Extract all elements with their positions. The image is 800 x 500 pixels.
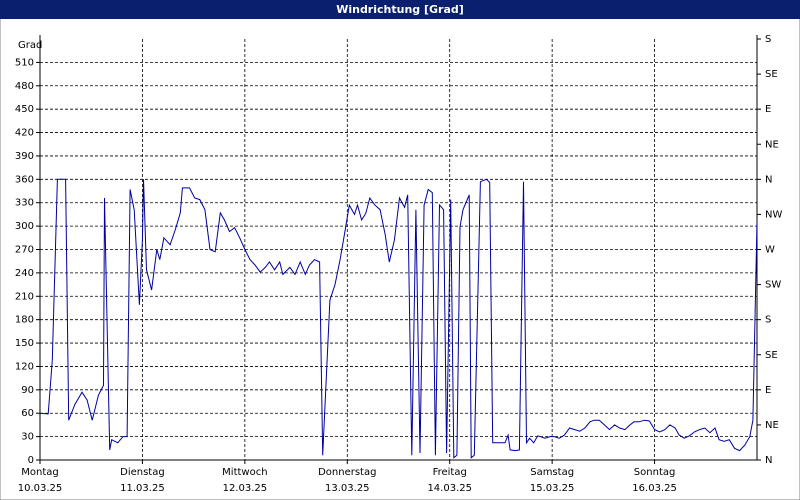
y-tick-label: 180 [15, 315, 34, 326]
x-tick-label: Montag [21, 467, 58, 478]
data-line [39, 178, 758, 459]
y2-tick-label: S [765, 315, 771, 326]
y2-tick-label: SE [765, 350, 778, 361]
y-tick-label: 510 [15, 57, 34, 68]
y-tick-label: 240 [15, 268, 34, 279]
y-tick-label: 330 [15, 198, 34, 209]
y2-tick-label: E [765, 385, 771, 396]
y-tick-label: 300 [15, 221, 34, 232]
y2-tick-label: W [765, 245, 775, 256]
y-tick-label: 270 [15, 245, 34, 256]
x-tick-label: Freitag [433, 467, 467, 478]
y-tick-label: 120 [15, 361, 34, 372]
x-tick-label: Dienstag [120, 467, 165, 478]
x-tick-label: 12.03.25 [223, 483, 268, 494]
y2-tick-label: NE [765, 139, 779, 150]
x-tick-label: 13.03.25 [325, 483, 370, 494]
x-tick-label: Donnerstag [318, 467, 376, 478]
y2-tick-label: S [765, 34, 771, 45]
y2-tick-label: NE [765, 420, 779, 431]
y-tick-label: 480 [15, 81, 34, 92]
y2-tick-label: N [765, 455, 772, 466]
y-tick-label: 60 [21, 408, 34, 419]
y-tick-label: 450 [15, 104, 34, 115]
x-tick-label: Sonntag [634, 467, 676, 478]
chart-title: Windrichtung [Grad] [336, 3, 464, 16]
y-tick-label: 420 [15, 128, 34, 139]
y-axis-label: Grad [18, 40, 42, 51]
x-tick-label: 10.03.25 [18, 483, 63, 494]
y2-tick-label: E [765, 104, 771, 115]
y-tick-label: 150 [15, 338, 34, 349]
x-tick-label: 11.03.25 [120, 483, 165, 494]
y2-tick-label: SE [765, 69, 778, 80]
x-tick-label: Samstag [530, 467, 574, 478]
x-tick-label: 15.03.25 [530, 483, 575, 494]
y-tick-label: 30 [21, 432, 34, 443]
title-bar [0, 0, 800, 19]
y-tick-label: 90 [21, 385, 34, 396]
y-tick-label: 210 [15, 291, 34, 302]
y2-tick-label: NW [765, 209, 782, 220]
y-tick-label: 360 [15, 174, 34, 185]
y-tick-label: 0 [28, 455, 34, 466]
y2-tick-label: SW [765, 280, 781, 291]
x-tick-label: 14.03.25 [427, 483, 472, 494]
y-tick-label: 390 [15, 151, 34, 162]
x-tick-label: 16.03.25 [632, 483, 677, 494]
y2-tick-label: N [765, 174, 772, 185]
x-tick-label: Mittwoch [222, 467, 267, 478]
